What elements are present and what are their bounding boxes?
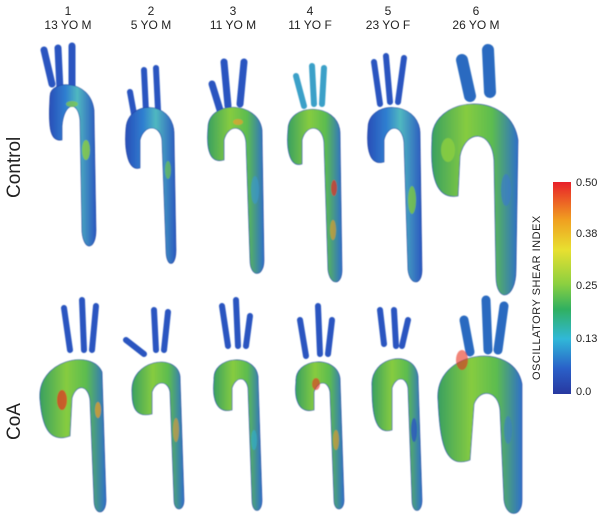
colorbar-title: OSCILLATORY SHEAR INDEX (531, 215, 543, 380)
column-subject: 13 YO M (44, 18, 92, 32)
column-number: 3 (229, 4, 237, 18)
column-number: 1 (64, 4, 72, 18)
coa-aorta-6 (437, 295, 523, 514)
coa-aorta-3 (213, 297, 263, 511)
control-aorta-5 (367, 53, 423, 283)
colorbar-tick: 0.50 (576, 177, 598, 189)
control-aorta-2 (125, 65, 177, 264)
colorbar-tick: 0.38 (576, 228, 598, 240)
control-aorta-6 (431, 44, 519, 296)
coa-aorta-1 (39, 297, 107, 513)
column-header-2: 2 5 YO M (111, 4, 191, 32)
column-header-1: 1 13 YO M (28, 4, 108, 32)
column-number: 6 (472, 4, 480, 18)
colorbar-tick: 0.0 (576, 386, 592, 398)
column-header-6: 6 26 YO M (436, 4, 516, 32)
column-number: 2 (147, 4, 155, 18)
control-aorta-1 (40, 42, 97, 247)
coa-aorta-5 (371, 307, 423, 511)
column-subject: 23 YO F (365, 18, 411, 32)
colorbar (553, 182, 571, 394)
colorbar-tick: 0.13 (576, 333, 598, 345)
column-header-4: 4 11 YO F (270, 4, 350, 32)
column-subject: 5 YO M (130, 18, 172, 32)
control-aorta-4 (287, 63, 343, 283)
column-header-3: 3 11 YO M (193, 4, 273, 32)
column-header-5: 5 23 YO F (348, 4, 428, 32)
colorbar-tick: 0.25 (576, 280, 598, 292)
column-subject: 11 YO M (209, 18, 257, 32)
column-number: 5 (384, 4, 392, 18)
column-number: 4 (306, 4, 314, 18)
coa-aorta-4 (295, 303, 345, 510)
control-aorta-3 (207, 58, 265, 274)
coa-aorta-2 (123, 307, 185, 510)
column-subject: 26 YO M (452, 18, 500, 32)
column-subject: 11 YO F (288, 18, 332, 32)
